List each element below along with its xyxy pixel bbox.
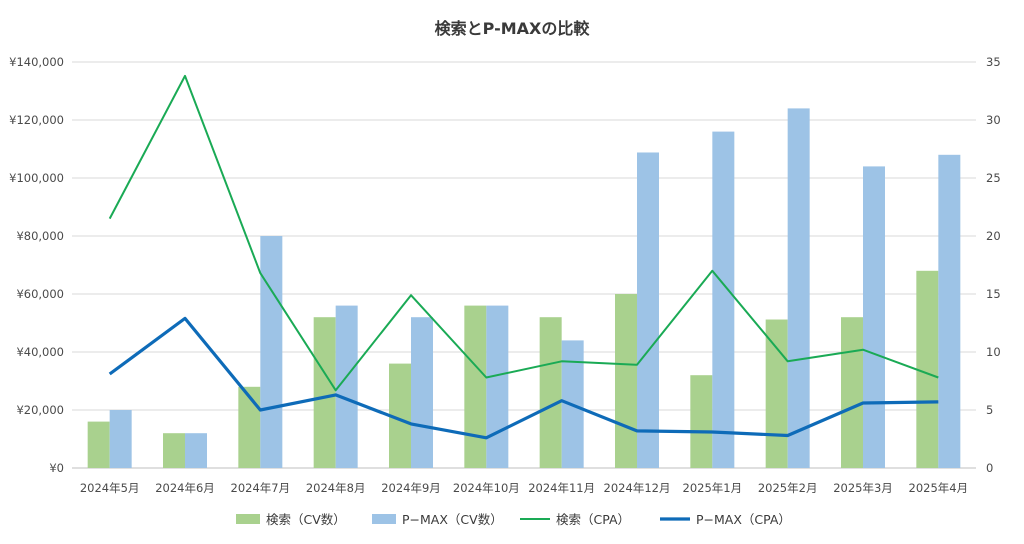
bar [260, 236, 283, 468]
y-left-tick-label: ¥40,000 [16, 345, 64, 359]
bar [163, 433, 185, 468]
bar [313, 317, 336, 468]
x-tick-label: 2025年2月 [758, 481, 818, 495]
right-axis: 0 5 10 15 20 25 30 35 [986, 55, 1001, 475]
bar [464, 305, 487, 468]
x-tick-label: 2024年8月 [306, 481, 366, 495]
bar [938, 154, 961, 469]
bar [109, 410, 132, 468]
left-axis: ¥0 ¥20,000 ¥40,000 ¥60,000 ¥80,000 ¥100,000 ¥1… [9, 55, 64, 475]
y-left-tick-label: ¥60,000 [16, 287, 64, 301]
bar [389, 363, 411, 468]
y-right-tick-label: 0 [986, 461, 993, 475]
x-tick-label: 2024年6月 [155, 481, 215, 495]
bar [615, 294, 637, 468]
line-series [108, 74, 939, 440]
y-right-tick-label: 20 [986, 229, 1001, 243]
bar [841, 317, 863, 468]
y-right-tick-label: 25 [986, 171, 1001, 185]
bar [486, 305, 509, 468]
bar [765, 319, 788, 468]
bar [335, 305, 358, 468]
y-right-tick-label: 35 [986, 55, 1001, 69]
bar [863, 166, 885, 468]
y-left-tick-label: ¥20,000 [16, 403, 64, 417]
series-line [108, 74, 939, 392]
bar [690, 375, 713, 468]
gridlines [72, 61, 976, 469]
x-tick-label: 2024年11月 [528, 481, 595, 495]
y-right-tick-label: 5 [986, 403, 993, 417]
bar-series [87, 108, 961, 469]
bar [916, 270, 939, 468]
x-tick-label: 2024年7月 [231, 481, 291, 495]
y-right-tick-label: 15 [986, 287, 1001, 301]
series-line [108, 316, 939, 440]
legend-label: 検索（CV数） [266, 512, 346, 527]
bar [87, 421, 110, 468]
y-left-tick-label: ¥80,000 [16, 229, 64, 243]
x-tick-label: 2025年3月 [833, 481, 893, 495]
x-tick-label: 2024年9月 [381, 481, 441, 495]
y-left-tick-label: ¥140,000 [9, 55, 64, 69]
x-tick-label: 2025年4月 [909, 481, 969, 495]
legend-swatch [236, 514, 260, 524]
bar [787, 108, 810, 469]
bar [185, 433, 207, 468]
x-tick-label: 2024年5月 [80, 481, 140, 495]
legend-label: 検索（CPA） [556, 512, 630, 527]
x-tick-label: 2024年12月 [604, 481, 671, 495]
y-right-tick-label: 30 [986, 113, 1001, 127]
y-right-tick-label: 10 [986, 345, 1001, 359]
y-left-tick-label: ¥0 [49, 461, 64, 475]
bar [238, 386, 261, 468]
legend-swatch [372, 514, 396, 524]
x-axis: 2024年5月 2024年6月 2024年7月 2024年8月 2024年9月 2024年… [80, 481, 968, 495]
y-left-tick-label: ¥100,000 [9, 171, 64, 185]
x-tick-label: 2024年10月 [453, 481, 520, 495]
legend: 検索（CV数） P−MAX（CV数） 検索（CPA） P−MAX（CPA） [236, 512, 791, 527]
x-tick-label: 2025年1月 [683, 481, 743, 495]
bar [637, 152, 659, 469]
bar [712, 131, 735, 468]
y-left-tick-label: ¥120,000 [9, 113, 64, 127]
bar [411, 317, 433, 468]
chart-title: 検索とP-MAXの比較 [435, 19, 591, 38]
bar [539, 317, 562, 468]
legend-label: P−MAX（CV数） [402, 512, 503, 527]
legend-label: P−MAX（CPA） [696, 512, 791, 527]
